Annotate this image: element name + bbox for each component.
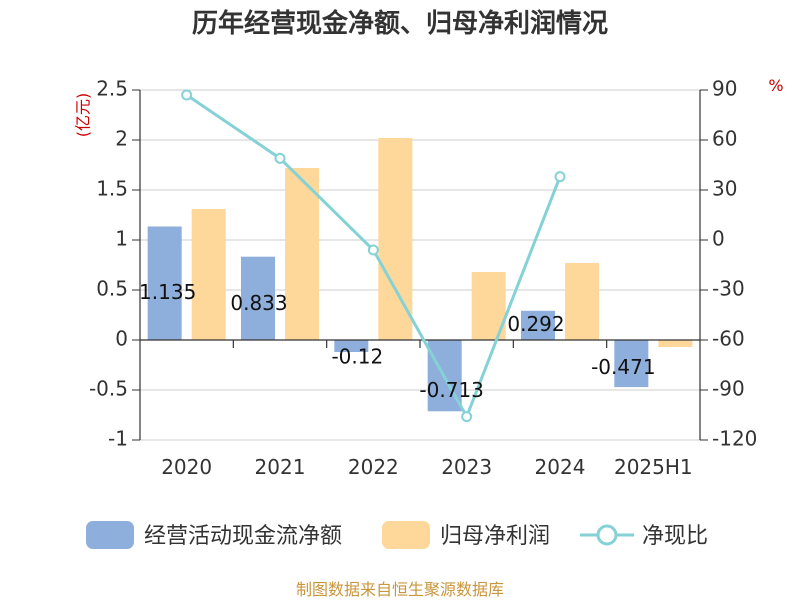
legend-swatch-ratio-marker [596, 524, 618, 546]
left-tick-label: 0 [115, 327, 128, 351]
axes [132, 89, 708, 441]
legend: 经营活动现金流净额 归母净利润 净现比 [86, 521, 708, 549]
chart-title: 历年经营现金净额、归母净利润情况 [192, 8, 608, 39]
profit-bar-2020 [191, 209, 226, 340]
legend-label-profit: 归母净利润 [440, 524, 550, 549]
right-tick-label: 30 [712, 177, 737, 201]
cashflow-data-label: -0.12 [331, 345, 383, 369]
cashflow-bar-2021 [241, 256, 275, 340]
right-tick-label: 60 [712, 127, 737, 151]
right-tick-label: -60 [712, 327, 745, 351]
x-tick-label: 2025H1 [614, 455, 693, 479]
profit-bar-2025H1 [658, 340, 693, 347]
profit-bar-2022 [378, 138, 413, 340]
left-tick-label: -0.5 [89, 377, 128, 401]
cashflow-bar-2020 [147, 226, 182, 340]
left-axis-ticks: -1 -0.5 0 0.5 1 1.5 2 2.5 [89, 77, 128, 451]
legend-label-ratio: 净现比 [642, 524, 708, 549]
cashflow-data-label: -0.713 [419, 378, 483, 402]
x-tick-label: 2020 [161, 455, 212, 479]
left-tick-label: 1.5 [96, 177, 128, 201]
profit-bar-2024 [565, 263, 599, 340]
cashflow-bar-2025H1 [614, 340, 649, 388]
left-tick-label: 2 [115, 127, 128, 151]
source-note: 制图数据来自恒生聚源数据库 [296, 580, 504, 599]
legend-label-cashflow: 经营活动现金流净额 [144, 524, 342, 549]
bars [147, 138, 693, 412]
profit-bar-2021 [285, 168, 319, 340]
right-tick-label: 90 [712, 77, 737, 101]
right-tick-label: -120 [712, 427, 757, 451]
right-tick-label: -90 [712, 377, 745, 401]
legend-swatch-cashflow [86, 521, 134, 549]
left-axis-unit: (亿元) [74, 93, 93, 138]
right-tick-label: -30 [712, 277, 745, 301]
left-tick-label: 2.5 [96, 77, 128, 101]
net-cash-ratio-line [181, 89, 566, 423]
cashflow-bar-2024 [521, 310, 555, 340]
cashflow-data-label: 0.833 [230, 291, 287, 315]
x-tick-label: 2022 [348, 455, 399, 479]
cashflow-bar-2022 [334, 340, 369, 352]
x-axis-ticks: 2020 2021 2022 2023 2024 2025H1 [161, 455, 692, 479]
data-labels: 1.135 0.833 -0.12 -0.713 0.292 -0.471 [139, 280, 656, 402]
x-tick-label: 2023 [441, 455, 492, 479]
ratio-point-2023 [461, 411, 473, 423]
x-tick-label: 2024 [535, 455, 586, 479]
ratio-point-2024 [554, 171, 566, 183]
ratio-point-2022 [367, 244, 379, 256]
left-tick-label: -1 [108, 427, 128, 451]
left-tick-label: 0.5 [96, 277, 128, 301]
right-axis-ticks: -120 -90 -60 -30 0 30 60 90 [712, 77, 757, 451]
cashflow-data-label: -0.471 [591, 355, 655, 379]
x-tick-label: 2021 [255, 455, 306, 479]
ratio-point-2021 [274, 152, 286, 164]
ratio-point-2020 [181, 89, 193, 101]
cashflow-data-label: 1.135 [139, 280, 196, 304]
left-tick-label: 1 [115, 227, 128, 251]
right-axis-unit: % [768, 76, 783, 95]
legend-swatch-profit [382, 521, 430, 549]
right-tick-label: 0 [712, 227, 725, 251]
cashflow-data-label: 0.292 [507, 312, 564, 336]
